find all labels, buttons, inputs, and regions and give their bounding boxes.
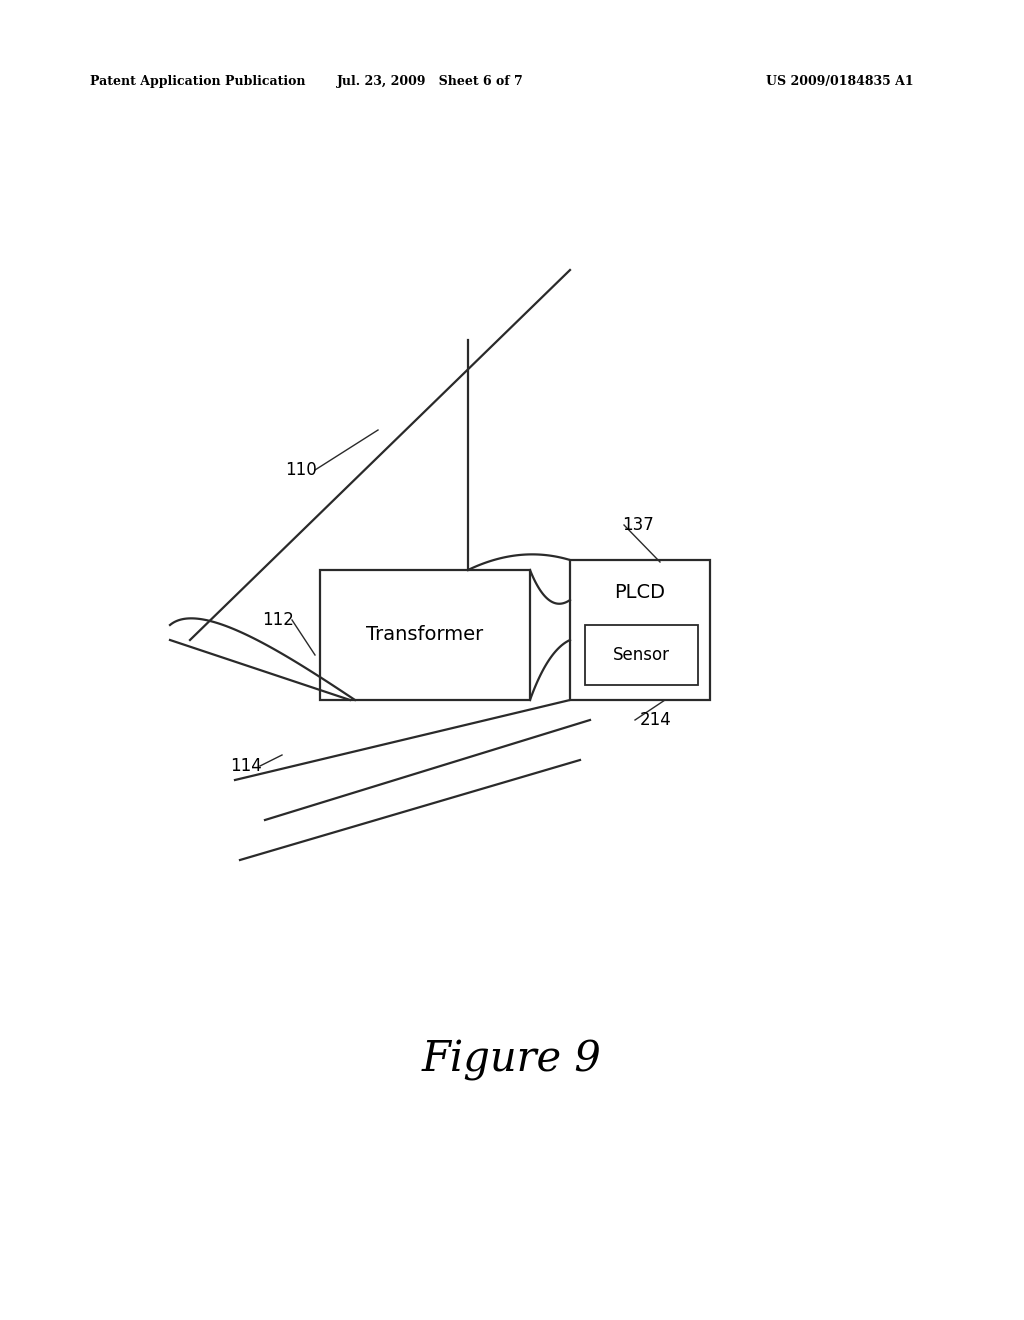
Text: 114: 114 [230,756,262,775]
Text: Transformer: Transformer [367,626,483,644]
Text: Jul. 23, 2009   Sheet 6 of 7: Jul. 23, 2009 Sheet 6 of 7 [337,75,523,88]
Text: US 2009/0184835 A1: US 2009/0184835 A1 [766,75,913,88]
Text: PLCD: PLCD [614,582,666,602]
Bar [319,570,530,700]
Text: Patent Application Publication: Patent Application Publication [90,75,305,88]
Text: 112: 112 [262,611,294,630]
Text: 214: 214 [640,711,672,729]
Text: Sensor: Sensor [613,645,670,664]
Text: 110: 110 [285,461,316,479]
Bar [570,560,710,700]
Bar [585,624,698,685]
Text: Figure 9: Figure 9 [422,1039,602,1081]
Text: 137: 137 [622,516,653,535]
